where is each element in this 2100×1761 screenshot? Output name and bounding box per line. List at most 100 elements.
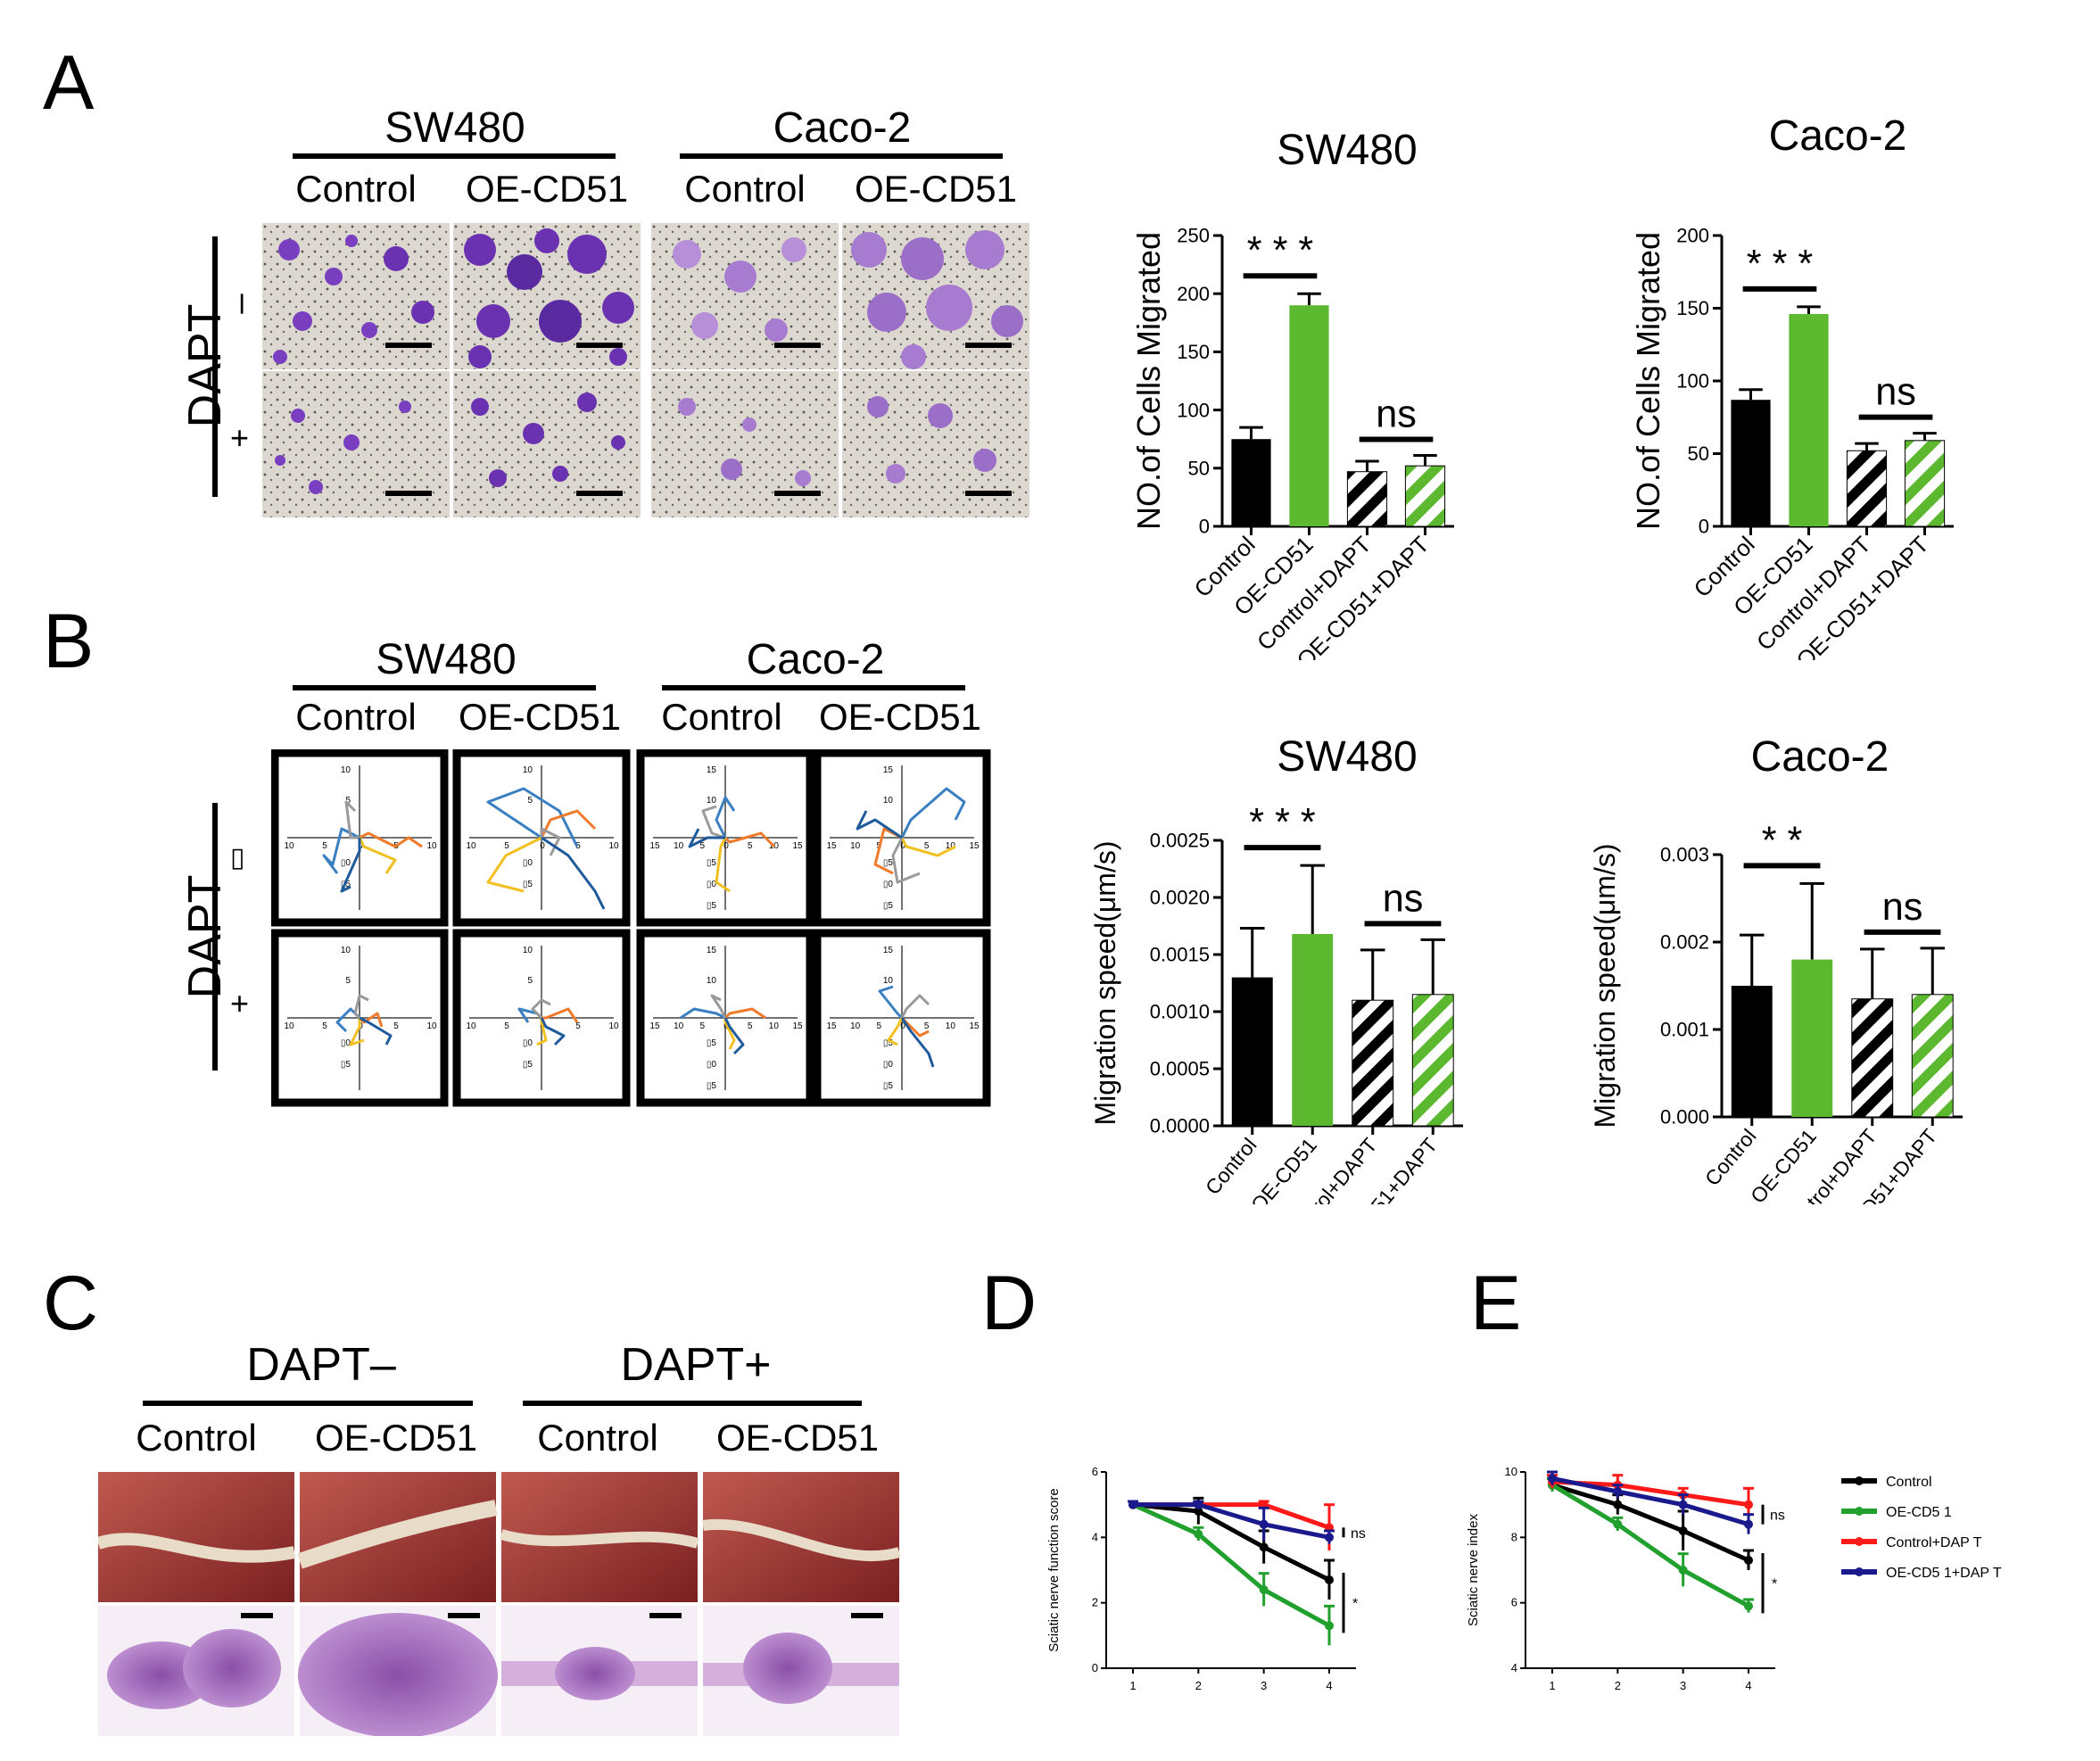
cell-track [900,837,956,857]
y-tick-label: 4 [1092,1530,1098,1543]
data-point [1259,1542,1269,1552]
track-x-tick: 10 [426,841,437,851]
cell-track [358,837,397,874]
track-y-tick: 5 [527,976,533,986]
track-x-tick: 15 [792,1021,803,1031]
a-caco-oe-label: OE-CD51 [854,168,1018,210]
track-x-tick: 0 [900,1021,905,1031]
legend-marker [1855,1537,1864,1546]
bar [1791,959,1833,1117]
legend-label: Control [1886,1475,1932,1490]
cell-track [710,994,727,1019]
c-photo-grid [98,1472,901,1736]
cell-track [701,805,726,839]
cell-track [340,838,361,893]
c-he-control-plus [501,1606,698,1736]
track-y-tick-neg: ▯0 [341,1038,351,1048]
track-x-tick: 5 [700,1021,706,1031]
track-y-tick-neg: ▯0 [523,858,533,868]
bar [1846,450,1888,527]
track-x-tick: 15 [826,1021,837,1031]
track-y-tick-neg: ▯0 [707,880,717,889]
chart-title: SW480 [1277,733,1417,781]
y-tick-label: 2 [1092,1596,1098,1609]
b-sw-oe-label: OE-CD51 [458,696,622,738]
track-x-tick: 10 [850,1021,861,1031]
y-tick-label: 150 [1177,341,1210,363]
track-x-tick: 5 [393,1021,399,1031]
x-tick-label: 1 [1129,1679,1136,1692]
scale-bar [851,1613,883,1618]
series-line [1550,1483,1750,1608]
track-x-tick: 5 [575,1021,581,1031]
b-plus-label: + [230,985,250,1021]
track-x-tick: 5 [504,1021,509,1031]
a-transwell-grid [262,223,1029,517]
chart-title: Caco-2 [1751,733,1889,781]
bar [1731,400,1771,526]
legend-label: Control+DAP T [1886,1535,1982,1550]
track-y-tick-neg: ▯5 [341,1060,351,1070]
chart-legend: Control OE-CD5 1 Control+DAP T OE-CD5 1+DAP… [1841,1475,2002,1581]
track-x-tick: 5 [924,841,930,851]
a-img-sw-oe-minus [453,223,641,369]
y-tick-label: 0.0020 [1150,887,1210,909]
track-y-tick: 10 [883,796,894,806]
cell-track [542,1007,579,1023]
y-tick-label: 0 [1699,516,1709,538]
a-sw480-header: SW480 [384,104,525,152]
data-point [1194,1507,1203,1516]
scale-bar [576,491,623,496]
panel-label-e: E [1470,1261,1522,1346]
data-point [1194,1529,1203,1539]
track-x-tick: 10 [608,841,619,851]
x-tick-label: 4 [1326,1679,1332,1692]
a-plus-label: + [230,419,250,456]
chart-b-caco2: Caco-2 Migration speed(μm/s) 0.000 0.001 0.0… [1589,733,1963,1204]
a-minus-label: – [219,294,260,314]
y-tick-label: 0.0015 [1150,944,1210,966]
legend-marker [1855,1507,1864,1516]
bar [1731,986,1773,1117]
track-x-tick: 10 [426,1021,437,1031]
significance-label: * [1772,1577,1777,1592]
significance-label: ns [1882,886,1923,929]
track-y-tick-neg: ▯5 [707,901,717,911]
cell-track [900,1017,935,1068]
track-y-tick-neg: ▯0 [523,1038,533,1048]
track-y-tick: 15 [883,765,894,775]
cell-track [680,1007,726,1020]
scale-bar [385,343,432,348]
y-axis-label: Sciatic nerve function score [1046,1488,1062,1651]
data-point [1613,1487,1623,1496]
track-x-tick: 10 [466,841,476,851]
track-x-tick: 10 [769,1021,780,1031]
y-axis-label: Sciatic nerve index [1466,1514,1481,1626]
b-sw480-underline [293,685,596,690]
a-sw-control-label: Control [295,168,417,210]
significance-label: * [1352,1597,1358,1612]
significance-label: * * [1762,819,1803,862]
y-tick-label: 50 [1188,458,1210,480]
y-tick-label: 0.002 [1660,931,1709,954]
a-img-sw-oe-plus [453,371,641,517]
series-line [1133,1502,1330,1540]
series-line [1132,1502,1331,1583]
y-tick-label: 0.003 [1660,844,1709,866]
y-tick-label: 50 [1688,442,1709,465]
data-point [1325,1621,1334,1631]
track-y-tick: 10 [341,765,351,775]
track-x-tick: 15 [826,841,837,851]
scale-bar [965,491,1012,496]
bar [1231,439,1271,526]
data-point [1548,1474,1557,1484]
bar [1851,998,1894,1118]
c-control-label-1: Control [136,1417,257,1459]
track-x-tick: 5 [877,1021,882,1031]
c-dapt-plus-header: DAPT+ [620,1339,772,1391]
y-tick-label: 200 [1177,283,1210,305]
c-photo-oe-minus [297,1472,498,1602]
x-tick-label: OE-CD51 [1246,1134,1321,1204]
track-y-tick: 10 [523,765,533,775]
track-x-tick: 5 [322,841,327,851]
